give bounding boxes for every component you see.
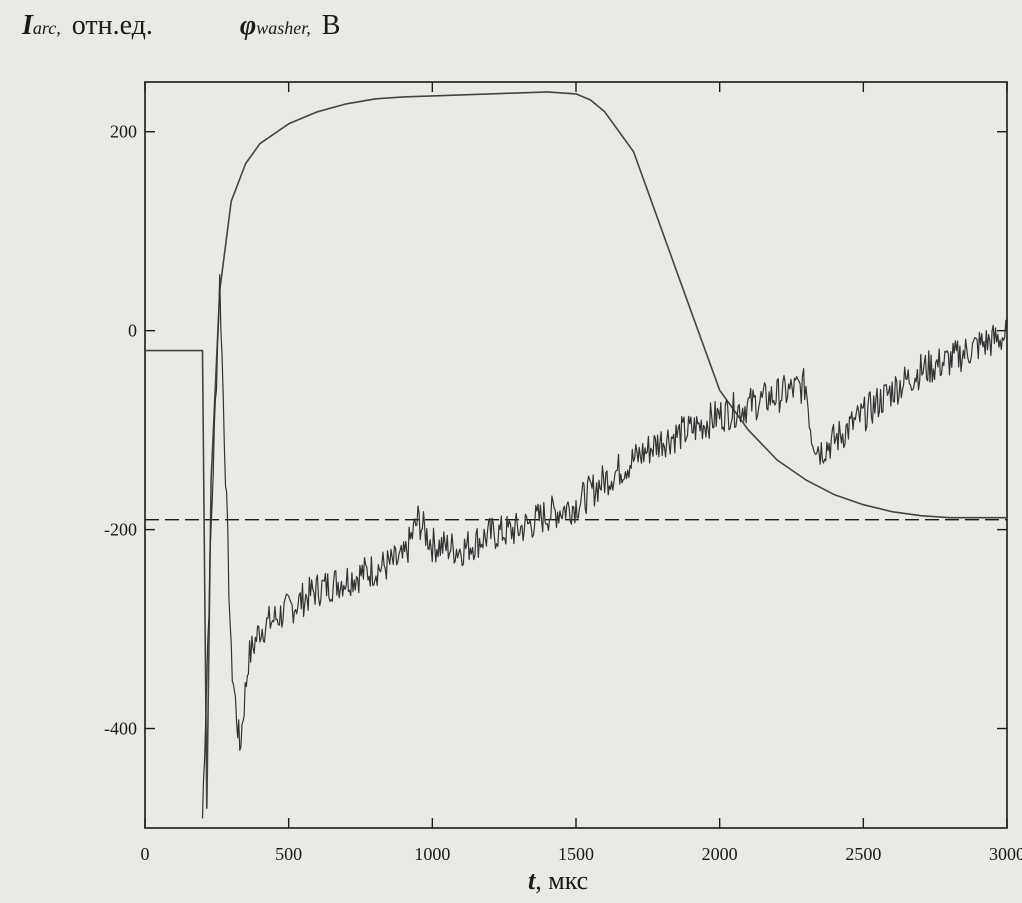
x-tick-label-4: 2000 <box>702 844 738 864</box>
phi-washer-subscript: washer, <box>256 18 311 38</box>
x-tick-label-5: 2500 <box>845 844 881 864</box>
phi-washer-symbol: φ <box>239 10 257 41</box>
y-tick-label-0: 200 <box>110 122 137 142</box>
series-line-1 <box>201 274 1008 819</box>
series-line-0 <box>145 91 1007 809</box>
x-tick-label-0: 0 <box>141 844 150 864</box>
y-tick-label-2: -200 <box>104 520 137 540</box>
y-tick-label-3: -400 <box>104 719 137 739</box>
t-unit: , мкс <box>535 866 589 895</box>
i-arc-unit: отн.ед. <box>71 10 153 41</box>
i-arc-subscript: arc, <box>32 18 61 38</box>
x-tick-label-2: 1000 <box>414 844 450 864</box>
y-axis-labels: Iarc, отн.ед. φwasher, B <box>22 10 340 42</box>
x-axis-label: t, мкс <box>528 866 588 896</box>
phi-washer-unit: B <box>321 10 341 41</box>
axis-ticks <box>144 82 1008 828</box>
x-tick-label-3: 1500 <box>558 844 594 864</box>
i-arc-symbol: I <box>22 10 33 41</box>
t-symbol: t <box>528 866 536 895</box>
data-series <box>145 91 1008 819</box>
x-tick-label-1: 500 <box>275 844 302 864</box>
plot-frame <box>144 81 1008 829</box>
y-tick-label-1: 0 <box>128 321 137 341</box>
x-tick-label-6: 3000 <box>989 844 1022 864</box>
